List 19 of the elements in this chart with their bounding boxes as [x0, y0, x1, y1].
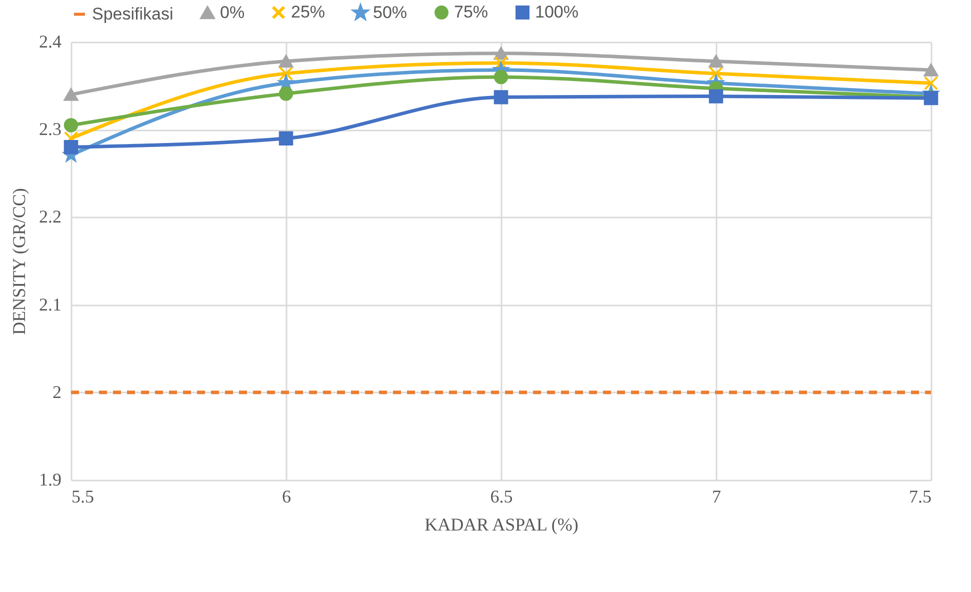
legend-label: 0% [220, 2, 245, 22]
y-tick-label: 2.1 [39, 294, 62, 314]
y-axis-title: DENSITY (GR/CC) [9, 188, 29, 335]
legend-label: 25% [291, 2, 326, 22]
x-tick-label: 6.5 [490, 486, 513, 506]
x-tick-label: 6 [282, 486, 291, 506]
legend-label: Spesifikasi [92, 4, 174, 24]
legend-label: 50% [373, 2, 408, 22]
y-tick-label: 2 [52, 382, 62, 402]
y-tick-label: 2.4 [39, 32, 62, 52]
x-tick-label: 7 [712, 486, 721, 506]
x-axis-title: KADAR ASPAL (%) [424, 514, 578, 534]
y-tick-label: 2.2 [39, 206, 62, 227]
y-tick-label: 2.3 [39, 119, 62, 140]
y-tick-label: 1.9 [39, 470, 62, 490]
legend-label: 75% [454, 2, 488, 22]
x-tick-label: 7.5 [909, 486, 932, 506]
legend-label: 100% [535, 2, 578, 22]
x-tick-label: 5.5 [72, 486, 94, 506]
